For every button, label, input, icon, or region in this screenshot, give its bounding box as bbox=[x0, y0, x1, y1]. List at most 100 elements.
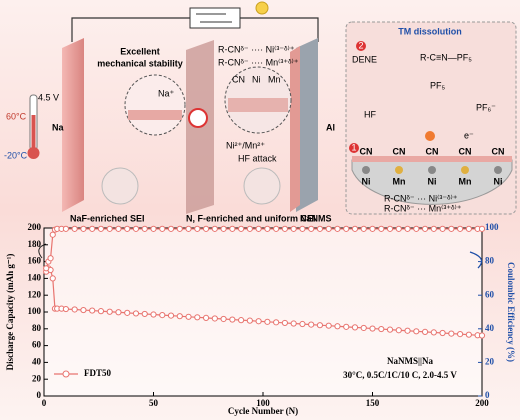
point bbox=[290, 225, 297, 232]
x-tick-label: 50 bbox=[149, 398, 159, 408]
point bbox=[246, 225, 253, 232]
sei-label: NaF-enriched SEI bbox=[70, 213, 145, 223]
legend-ni: Ni bbox=[252, 74, 261, 84]
point bbox=[229, 225, 236, 232]
tm-ions: Ni²⁺/Mn²⁺ bbox=[226, 140, 265, 150]
y-tick-label: 120 bbox=[28, 289, 42, 299]
step-number: 1 bbox=[351, 142, 356, 152]
ligand: CN bbox=[459, 146, 472, 156]
chart: 0 50 100 150 2000204060801001201401601802000… bbox=[5, 222, 516, 416]
atom bbox=[461, 166, 469, 174]
metal: Ni bbox=[494, 176, 503, 186]
y2-tick-label: 20 bbox=[485, 356, 495, 366]
point bbox=[185, 225, 192, 232]
point bbox=[80, 306, 87, 314]
point bbox=[106, 225, 113, 232]
metal: Ni bbox=[362, 176, 371, 186]
point bbox=[457, 225, 464, 232]
x-axis-label: Cycle Number (N) bbox=[228, 406, 298, 416]
bulb bbox=[255, 1, 269, 15]
point bbox=[159, 225, 166, 232]
point bbox=[448, 225, 455, 232]
point bbox=[176, 313, 183, 320]
ligand: CN bbox=[426, 146, 439, 156]
cathode-surface bbox=[351, 159, 513, 205]
y-tick-label: 140 bbox=[28, 272, 42, 282]
pf6: PF₆⁻ bbox=[476, 102, 496, 112]
atom bbox=[494, 166, 502, 174]
atom bbox=[428, 166, 436, 174]
point bbox=[49, 231, 56, 238]
load-box bbox=[189, 7, 241, 29]
legend-mn: Mn bbox=[268, 74, 281, 84]
point bbox=[378, 325, 385, 333]
ligand: CN bbox=[360, 146, 373, 156]
temp-low: -20°C bbox=[4, 150, 28, 160]
y-tick-label: 0 bbox=[37, 390, 42, 400]
complex: R-C≡N—PF₅ bbox=[420, 52, 472, 62]
atom bbox=[395, 166, 403, 174]
y2-tick-label: 0 bbox=[485, 390, 490, 400]
point bbox=[413, 328, 420, 335]
collector-label: Al bbox=[326, 122, 335, 132]
anode-label: Na bbox=[52, 122, 64, 132]
step-number: 2 bbox=[358, 40, 363, 50]
mechanical-label: mechanical stability bbox=[97, 58, 183, 68]
point bbox=[325, 322, 332, 329]
cathode-layer bbox=[290, 46, 300, 212]
point bbox=[141, 310, 148, 318]
point bbox=[62, 305, 70, 313]
dene: DENE bbox=[352, 54, 377, 64]
point bbox=[386, 225, 394, 232]
na-ion: Na⁺ bbox=[158, 88, 175, 98]
point bbox=[395, 225, 402, 232]
y-tick-label: 100 bbox=[28, 306, 42, 316]
point bbox=[351, 225, 359, 232]
legend-cn: CN bbox=[232, 74, 245, 84]
point bbox=[238, 317, 245, 324]
y2-axis-label: Coulombic Efficiency (%) bbox=[506, 262, 516, 362]
point bbox=[369, 225, 376, 232]
atom bbox=[362, 166, 370, 174]
point bbox=[334, 323, 341, 330]
coordination: R-CNᵟ⁻ ···· Ni⁽³⁻ᵟ⁾⁺ bbox=[218, 44, 295, 54]
legend-marker bbox=[62, 370, 70, 378]
step-marker bbox=[349, 143, 359, 153]
hf-attack: HF attack bbox=[238, 153, 277, 163]
legend-label: FDT50 bbox=[84, 368, 112, 378]
y-tick-label: 160 bbox=[28, 256, 42, 266]
point bbox=[229, 316, 236, 323]
point bbox=[421, 225, 429, 232]
point bbox=[478, 332, 486, 339]
na-anode bbox=[62, 38, 84, 212]
point bbox=[369, 325, 376, 332]
point bbox=[238, 225, 245, 232]
point bbox=[47, 255, 54, 262]
point bbox=[308, 225, 315, 232]
point bbox=[80, 225, 87, 232]
point bbox=[290, 320, 297, 327]
point bbox=[97, 225, 105, 232]
point bbox=[167, 225, 175, 232]
point bbox=[316, 322, 324, 329]
point bbox=[176, 225, 183, 232]
point bbox=[457, 330, 464, 338]
temp-high: 60°C bbox=[6, 111, 27, 121]
ligand: CN bbox=[492, 146, 505, 156]
y2-tick-label: 80 bbox=[485, 256, 495, 266]
y-axis-label: Discharge Capacity (mAh g⁻¹) bbox=[5, 254, 15, 371]
point bbox=[343, 225, 350, 232]
point bbox=[325, 225, 332, 232]
point bbox=[351, 324, 359, 331]
point bbox=[430, 329, 437, 336]
point bbox=[141, 225, 148, 232]
y2-tick-label: 100 bbox=[485, 222, 499, 232]
y-tick-label: 40 bbox=[32, 356, 42, 366]
solvation bbox=[101, 167, 139, 205]
point bbox=[71, 306, 78, 313]
surface-coordination: R-CNᵟ⁻ ··· Ni⁽³⁻ᵟ⁾⁺ bbox=[384, 193, 458, 203]
x-tick-label: 100 bbox=[256, 398, 270, 408]
electron: e⁻ bbox=[464, 130, 474, 140]
point bbox=[150, 225, 157, 232]
